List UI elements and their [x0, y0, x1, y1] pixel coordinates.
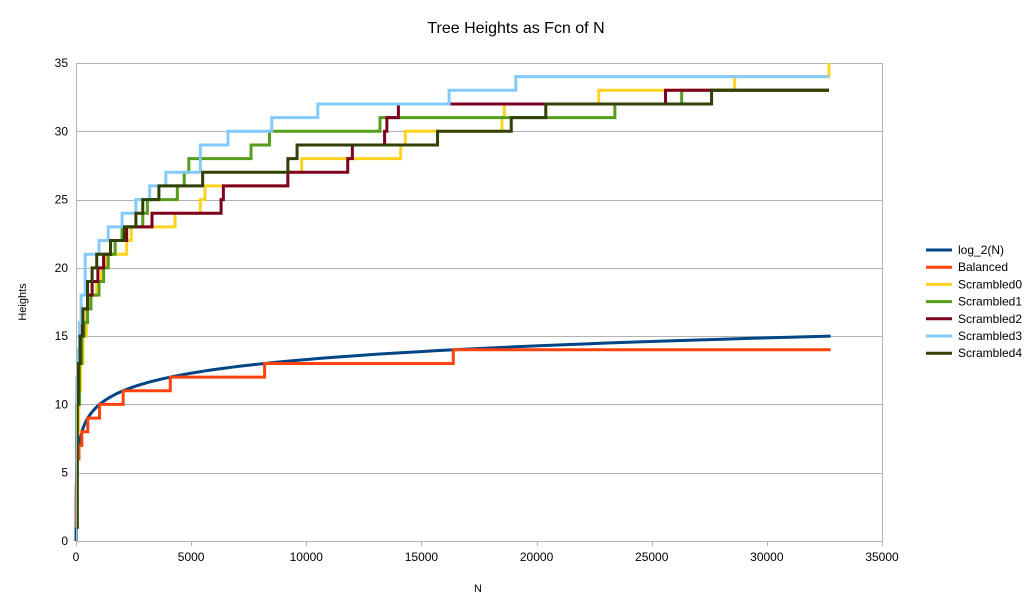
legend-label: Scrambled1 — [958, 295, 1022, 309]
legend-label: Scrambled0 — [958, 277, 1022, 291]
x-tick-label: 5000 — [178, 550, 205, 564]
legend-label: Scrambled4 — [958, 346, 1022, 360]
grid-lines — [76, 63, 882, 542]
series-line-balanced — [74, 348, 831, 529]
y-tick-label: 35 — [55, 56, 69, 70]
x-tick-label: 10000 — [290, 550, 324, 564]
y-tick-label: 10 — [55, 397, 69, 411]
series-line-scrambled2 — [75, 88, 830, 529]
series-line-scrambled3 — [75, 75, 830, 529]
x-tick-label: 15000 — [405, 550, 439, 564]
legend-label: Scrambled3 — [958, 329, 1022, 343]
y-tick-label: 25 — [55, 193, 69, 207]
y-axis-title: Heights — [17, 283, 29, 321]
x-tick-label: 0 — [73, 550, 80, 564]
series-lines — [74, 63, 831, 542]
y-tick-label: 20 — [55, 261, 69, 275]
legend-label: Balanced — [958, 260, 1008, 274]
legend-label: Scrambled2 — [958, 312, 1022, 326]
y-tick-label: 5 — [61, 466, 68, 480]
y-tick-label: 30 — [55, 124, 69, 138]
y-tick-label: 0 — [61, 534, 68, 548]
legend: log_2(N) Balanced Scrambled0 Scrambled1 Scra… — [926, 243, 1022, 360]
axes: 0 5 10 15 20 25 30 35 0 5000 10000 15000 20000 25000 3… — [55, 56, 899, 564]
series-line-scrambled1 — [75, 88, 830, 529]
x-tick-label: 20000 — [520, 550, 554, 564]
series-line-scrambled4 — [75, 88, 830, 529]
x-tick-label: 35000 — [865, 550, 899, 564]
x-axis-title: N — [474, 583, 482, 595]
x-tick-label: 25000 — [635, 550, 669, 564]
y-tick-label: 15 — [55, 329, 69, 343]
chart-title: Tree Heights as Fcn of N — [427, 20, 604, 37]
x-tick-label: 30000 — [750, 550, 784, 564]
series-line-log-2-n- — [74, 334, 831, 542]
legend-label: log_2(N) — [958, 243, 1004, 257]
